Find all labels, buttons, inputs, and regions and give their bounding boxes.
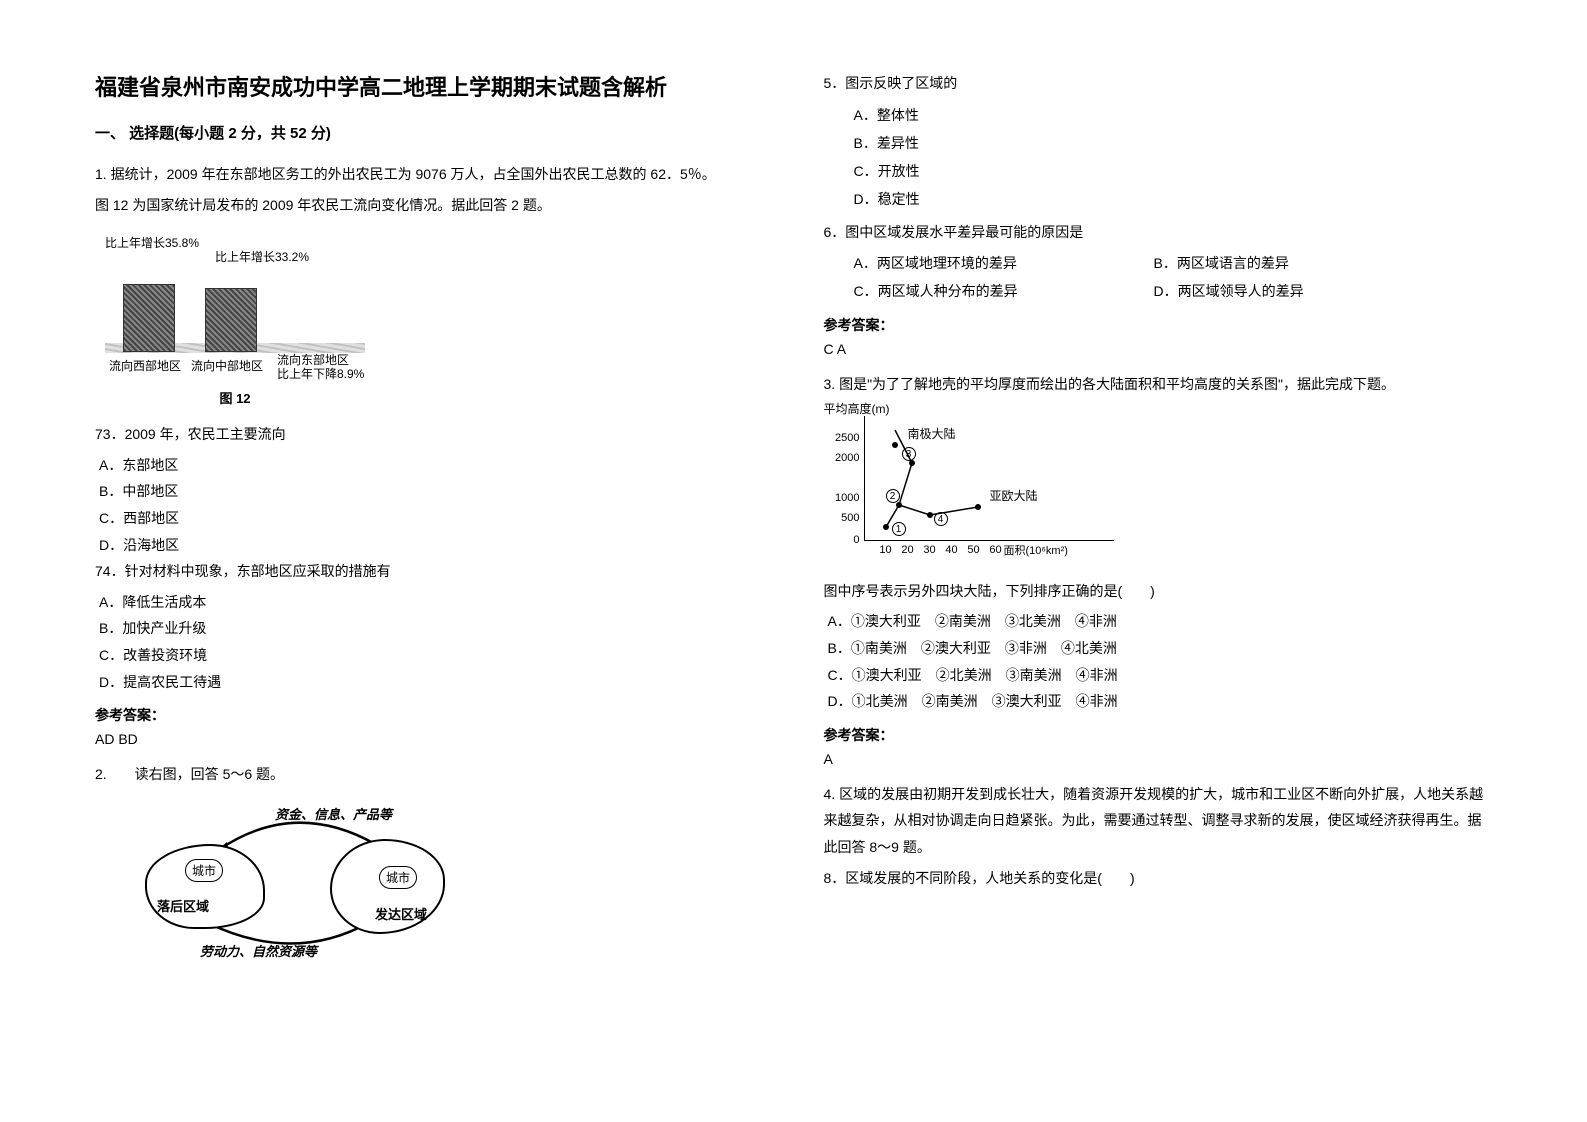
num-4: 4 <box>934 509 948 526</box>
q5-stem: 5．图示反映了区域的 <box>824 70 1493 97</box>
q3-answer-label: 参考答案： <box>824 725 1493 745</box>
pt-4 <box>927 512 933 518</box>
q6-opt-row-2: C．两区域人种分布的差异 D．两区域领导人的差异 <box>854 277 1493 305</box>
q1-figure: 比上年增长35.8% 比上年增长33.2% 流向西部地区 流向中部地区 流向东部… <box>95 234 764 407</box>
num-3: 3 <box>902 444 916 461</box>
figure-caption: 图 12 <box>105 388 365 407</box>
bar-label-west: 流向西部地区 <box>105 357 185 374</box>
q6-opt-d: D．两区域领导人的差异 <box>1154 277 1304 305</box>
q5-opt-c: C．开放性 <box>854 157 1493 185</box>
pt-antarctica <box>892 442 898 448</box>
label-antarctica: 南极大陆 <box>908 425 956 442</box>
q2-figure: 资金、信息、产品等 城市 城市 落后区域 发达区域 劳动力、自然资源等 <box>95 804 764 954</box>
q1-stem-2: 图 12 为国家统计局发布的 2009 年农民工流向变化情况。据此回答 2 题。 <box>95 192 764 219</box>
bar-central <box>205 288 257 352</box>
q5-opt-d: D．稳定性 <box>854 185 1493 213</box>
q6-stem: 6．图中区域发展水平差异最可能的原因是 <box>824 219 1493 246</box>
bar-label-central: 流向中部地区 <box>187 357 267 374</box>
num-2: 2 <box>886 486 900 503</box>
q4-stem: 4. 区域的发展由初期开发到成长壮大，随着资源开发规模的扩大，城市和工业区不断向… <box>824 781 1493 861</box>
q73-stem: 73．2009 年，农民工主要流向 <box>95 421 764 448</box>
q74-opt-a: A．降低生活成本 <box>99 589 764 616</box>
page-title: 福建省泉州市南安成功中学高二地理上学期期末试题含解析 <box>95 70 764 102</box>
ylabel: 平均高度(m) <box>824 400 890 417</box>
q3-sub: 图中序号表示另外四块大陆，下列排序正确的是( ) <box>824 578 1493 605</box>
q3-opt-c: C．①澳大利亚 ②北美洲 ③南美洲 ④非洲 <box>828 662 1493 689</box>
q6-opt-a: A．两区域地理环境的差异 <box>854 249 1154 277</box>
q1-stem-1: 1. 据统计，2009 年在东部地区务工的外出农民工为 9076 万人，占全国外… <box>95 161 764 188</box>
right-region-label: 发达区域 <box>375 904 427 923</box>
q1-answer: AD BD <box>95 731 764 747</box>
pt-eurasia <box>975 504 981 510</box>
bar-west <box>123 284 175 352</box>
q3-opt-d: D．①北美洲 ②南美洲 ③澳大利亚 ④非洲 <box>828 688 1493 715</box>
q2-stem: 2. 读右图，回答 5～6 题。 <box>95 761 764 788</box>
q73-opt-d: D．沿海地区 <box>99 532 764 559</box>
q3-chart: 平均高度(m) 0 500 1000 2000 2500 10 20 30 40… <box>824 416 1124 556</box>
q3-opt-b: B．①南美洲 ②澳大利亚 ③非洲 ④北美洲 <box>828 635 1493 662</box>
q6-opt-b: B．两区域语言的差异 <box>1154 249 1289 277</box>
left-region-blob <box>145 844 265 929</box>
q5-opt-a: A．整体性 <box>854 101 1493 129</box>
q2-answer: C A <box>824 341 1493 357</box>
q3-answer: A <box>824 751 1493 767</box>
city-box-left: 城市 <box>185 859 223 882</box>
bottom-arc-label: 劳动力、自然资源等 <box>200 941 317 960</box>
q73-opt-b: B．中部地区 <box>99 478 764 505</box>
q74-stem: 74．针对材料中现象，东部地区应采取的措施有 <box>95 558 764 585</box>
q8-stem: 8．区域发展的不同阶段，人地关系的变化是( ) <box>824 865 1493 892</box>
q6-opt-c: C．两区域人种分布的差异 <box>854 277 1154 305</box>
q74-opt-d: D．提高农民工待遇 <box>99 669 764 696</box>
section-header: 一、 选择题(每小题 2 分，共 52 分) <box>95 122 764 143</box>
q74-opt-c: C．改善投资环境 <box>99 642 764 669</box>
q6-opt-row-1: A．两区域地理环境的差异 B．两区域语言的差异 <box>854 249 1493 277</box>
bar-top-label-1: 比上年增长35.8% <box>105 234 199 251</box>
q3-opt-a: A．①澳大利亚 ②南美洲 ③北美洲 ④非洲 <box>828 608 1493 635</box>
q73-opt-a: A．东部地区 <box>99 452 764 479</box>
q73-opt-c: C．西部地区 <box>99 505 764 532</box>
left-region-label: 落后区域 <box>157 896 209 915</box>
q3-stem: 3. 图是"为了了解地壳的平均厚度而绘出的各大陆面积和平均高度的关系图"，据此完… <box>824 371 1493 398</box>
q1-answer-label: 参考答案： <box>95 705 764 725</box>
top-arc-label: 资金、信息、产品等 <box>275 804 392 823</box>
q5-opt-b: B．差异性 <box>854 129 1493 157</box>
pt-1 <box>883 524 889 530</box>
q2-answer-label: 参考答案： <box>824 315 1493 335</box>
num-1: 1 <box>892 519 906 536</box>
q74-opt-b: B．加快产业升级 <box>99 615 764 642</box>
label-eurasia: 亚欧大陆 <box>990 487 1038 504</box>
bar-top-label-2: 比上年增长33.2% <box>215 248 309 265</box>
east-label-2: 比上年下降8.9% <box>277 365 364 382</box>
city-box-right: 城市 <box>379 866 417 889</box>
